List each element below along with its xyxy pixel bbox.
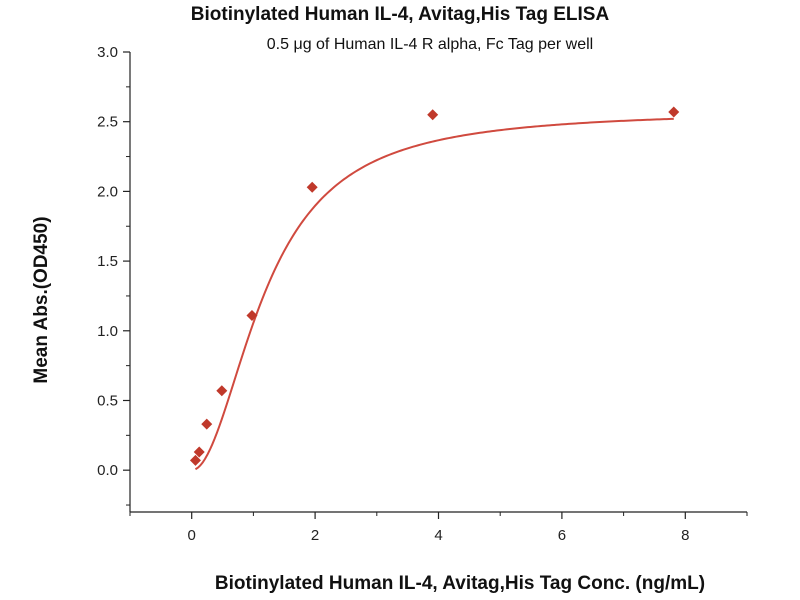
y-tick-label: 2.5: [97, 114, 118, 131]
x-tick-label: 6: [558, 527, 566, 544]
fit-curve-layer: [194, 117, 674, 471]
data-point: [427, 109, 439, 121]
data-point: [193, 446, 205, 458]
data-point: [216, 385, 228, 397]
y-tick-label: 0.0: [97, 462, 118, 479]
x-tick-label: 2: [311, 527, 319, 544]
y-tick-label: 1.0: [97, 323, 118, 340]
y-tick-label: 3.0: [97, 44, 118, 61]
y-tick-label: 1.5: [97, 253, 118, 270]
x-tick-label: 4: [434, 527, 442, 544]
chart-subtitle: 0.5 μg of Human IL-4 R alpha, Fc Tag per…: [266, 36, 594, 53]
y-tick-label: 2.0: [97, 183, 118, 200]
axes: 0.0 0.5 1.0 1.5 2.0 2.5 3.0 0 2 4 6 8: [97, 44, 748, 544]
data-point: [246, 309, 258, 321]
data-point: [306, 181, 318, 193]
data-point: [668, 106, 680, 118]
y-tick-label: 0.5: [97, 392, 118, 409]
x-axis-label: Biotinylated Human IL-4, Avitag,His Tag …: [214, 573, 706, 594]
x-tick-label: 0: [188, 527, 196, 544]
x-tick-label: 8: [681, 527, 689, 544]
chart-title: Biotinylated Human IL-4, Avitag,His Tag …: [190, 4, 610, 25]
data-points-layer: [189, 106, 680, 466]
data-point: [189, 454, 201, 466]
data-point: [201, 418, 213, 430]
fit-curve: [194, 117, 674, 471]
